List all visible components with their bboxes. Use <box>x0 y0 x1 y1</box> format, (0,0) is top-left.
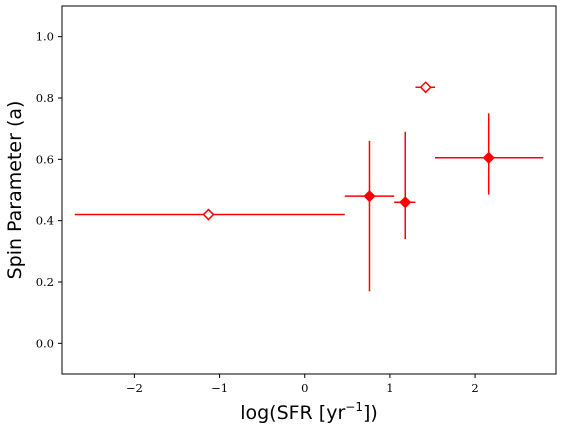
x-axis-title-end: ]) <box>363 402 378 424</box>
data-point <box>394 131 416 240</box>
axis-ticks: −2 −1 0 1 2 0.0 0.2 0.4 0.6 0.8 1.0 <box>36 30 479 395</box>
y-tick-label: 0.8 <box>36 91 54 105</box>
y-tick-label: 1.0 <box>36 30 54 44</box>
data-marks <box>74 81 544 292</box>
filled-diamond-marker <box>363 190 376 203</box>
filled-diamond-marker <box>482 151 495 164</box>
y-tick-label: 0.6 <box>36 152 54 166</box>
y-tick-label: 0.0 <box>36 336 54 350</box>
data-point <box>435 113 544 195</box>
x-tick-label: −2 <box>126 381 143 395</box>
x-tick-label: 2 <box>471 381 478 395</box>
x-tick-label: 0 <box>301 381 308 395</box>
data-point <box>344 140 395 292</box>
open-diamond-marker <box>419 81 432 94</box>
y-axis-title: Spin Parameter (a) <box>4 101 26 280</box>
y-tick-label: 0.4 <box>36 214 54 228</box>
data-point <box>415 81 436 94</box>
data-point <box>74 208 345 221</box>
x-tick-label: 1 <box>386 381 393 395</box>
x-axis-title-superscript: −1 <box>345 400 363 414</box>
filled-diamond-marker <box>399 196 412 209</box>
x-axis-title: log(SFR [yr−1]) <box>240 400 378 424</box>
x-tick-label: −1 <box>211 381 228 395</box>
open-diamond-marker <box>202 208 215 221</box>
y-tick-label: 0.2 <box>36 275 54 289</box>
plot-frame <box>61 5 557 375</box>
